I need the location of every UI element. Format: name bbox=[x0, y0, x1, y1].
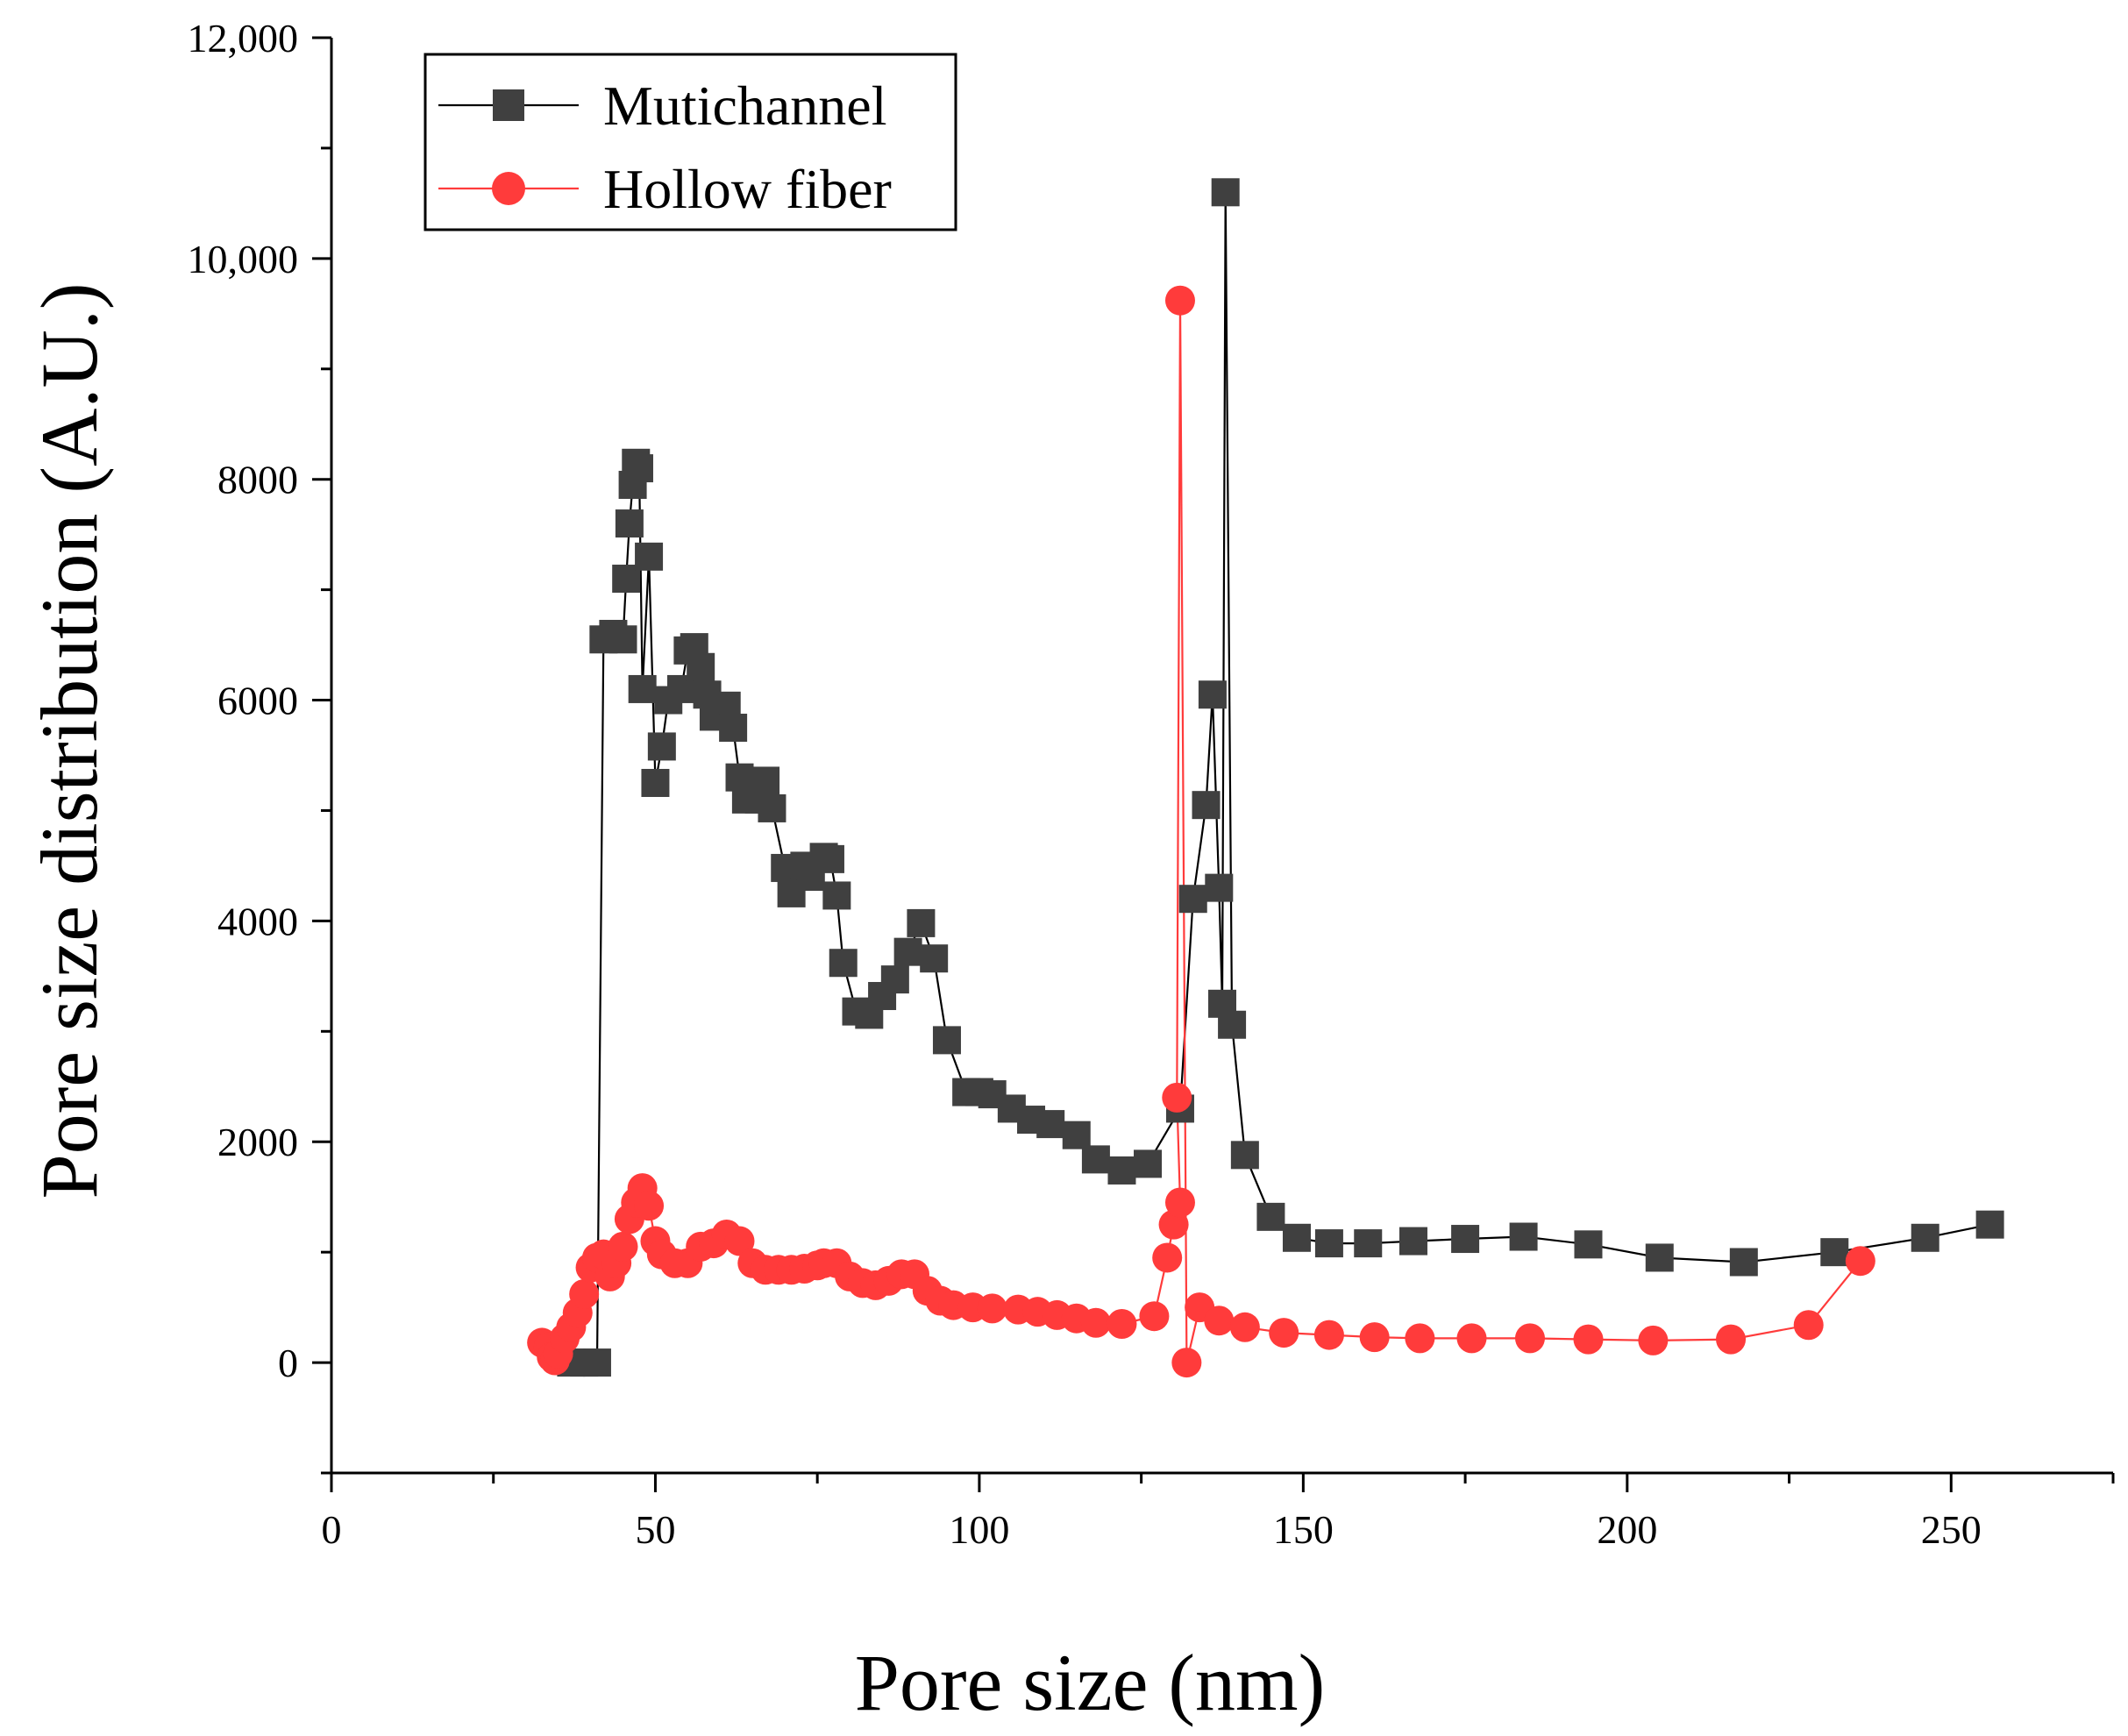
data-point-mutichannel bbox=[1509, 1222, 1538, 1251]
series-markers bbox=[527, 178, 2004, 1378]
data-point-mutichannel bbox=[1399, 1227, 1427, 1256]
legend: Mutichannel Hollow fiber bbox=[423, 53, 957, 231]
data-point-hollow-fiber bbox=[1359, 1322, 1390, 1353]
data-point-mutichannel bbox=[1354, 1229, 1383, 1258]
data-point-mutichannel bbox=[758, 793, 786, 822]
data-point-mutichannel bbox=[1218, 1010, 1247, 1039]
data-point-hollow-fiber bbox=[977, 1293, 1007, 1324]
data-point-mutichannel bbox=[1211, 178, 1240, 207]
x-tick-label: 250 bbox=[1921, 1507, 1982, 1552]
y-axis-title: Pore size distribution (A.U.) bbox=[25, 282, 114, 1199]
data-point-mutichannel bbox=[1230, 1141, 1259, 1170]
data-point-mutichannel bbox=[907, 908, 936, 937]
data-point-mutichannel bbox=[1314, 1229, 1343, 1258]
data-point-mutichannel bbox=[1645, 1243, 1674, 1272]
data-point-mutichannel bbox=[1198, 680, 1227, 709]
y-tick-label: 2000 bbox=[217, 1120, 298, 1164]
data-point-hollow-fiber bbox=[569, 1279, 600, 1310]
data-point-mutichannel bbox=[1574, 1230, 1603, 1259]
data-point-mutichannel bbox=[1178, 885, 1207, 914]
data-point-hollow-fiber bbox=[1080, 1307, 1111, 1338]
data-point-mutichannel bbox=[719, 714, 748, 743]
data-point-hollow-fiber bbox=[1162, 1082, 1192, 1113]
data-point-mutichannel bbox=[615, 509, 644, 538]
legend-marker-square bbox=[493, 89, 524, 121]
data-point-hollow-fiber bbox=[1638, 1325, 1669, 1355]
data-point-hollow-fiber bbox=[1716, 1324, 1747, 1355]
data-point-hollow-fiber bbox=[1229, 1312, 1260, 1342]
data-point-mutichannel bbox=[628, 674, 657, 703]
data-point-mutichannel bbox=[1134, 1149, 1163, 1178]
legend-label-1: Hollow fiber bbox=[603, 158, 892, 220]
data-point-mutichannel bbox=[1062, 1121, 1091, 1149]
data-point-mutichannel bbox=[1820, 1238, 1849, 1267]
data-point-mutichannel bbox=[624, 454, 653, 483]
data-point-mutichannel bbox=[822, 881, 851, 910]
data-point-mutichannel bbox=[1205, 873, 1234, 902]
data-point-hollow-fiber bbox=[1171, 1348, 1202, 1378]
data-point-mutichannel bbox=[920, 944, 949, 973]
data-point-hollow-fiber bbox=[724, 1226, 755, 1256]
legend-label-0: Mutichannel bbox=[603, 75, 886, 137]
x-tick-label: 50 bbox=[635, 1507, 675, 1552]
series-line-0 bbox=[571, 192, 1990, 1364]
legend-marker-circle bbox=[492, 172, 525, 205]
data-point-hollow-fiber bbox=[634, 1191, 665, 1221]
data-point-mutichannel bbox=[893, 937, 922, 966]
data-point-hollow-fiber bbox=[1793, 1310, 1824, 1341]
data-point-hollow-fiber bbox=[1514, 1323, 1545, 1354]
data-point-mutichannel bbox=[1081, 1145, 1110, 1174]
data-point-mutichannel bbox=[609, 625, 637, 654]
y-tick-label: 4000 bbox=[217, 899, 298, 943]
data-point-mutichannel bbox=[1036, 1110, 1065, 1139]
data-point-mutichannel bbox=[1451, 1225, 1480, 1254]
data-point-mutichannel bbox=[1911, 1223, 1939, 1252]
x-tick-label: 150 bbox=[1273, 1507, 1334, 1552]
data-point-mutichannel bbox=[829, 949, 858, 978]
data-point-mutichannel bbox=[641, 768, 670, 797]
data-point-mutichannel bbox=[751, 766, 780, 795]
y-tick-label: 12,000 bbox=[188, 16, 299, 60]
tick-labels: 0 50 100 150 200 250 0 2000 4000 6000 8000 10,000 12… bbox=[188, 16, 1982, 1552]
data-point-mutichannel bbox=[1729, 1248, 1758, 1277]
data-point-mutichannel bbox=[1282, 1223, 1311, 1252]
data-point-mutichannel bbox=[1107, 1156, 1136, 1185]
y-tick-label: 6000 bbox=[217, 679, 298, 723]
data-point-mutichannel bbox=[880, 965, 909, 994]
data-point-hollow-fiber bbox=[1152, 1242, 1183, 1273]
data-point-mutichannel bbox=[582, 1348, 611, 1377]
y-tick-label: 8000 bbox=[217, 458, 298, 502]
x-axis-title: Pore size (nm) bbox=[855, 1638, 1326, 1727]
data-point-hollow-fiber bbox=[608, 1231, 638, 1262]
data-point-hollow-fiber bbox=[1164, 1187, 1195, 1218]
data-point-hollow-fiber bbox=[1107, 1309, 1137, 1340]
legend-items: Mutichannel Hollow fiber bbox=[438, 75, 892, 220]
axes bbox=[312, 36, 2115, 1492]
x-tick-label: 100 bbox=[949, 1507, 1009, 1552]
x-tick-label: 200 bbox=[1597, 1507, 1657, 1552]
data-point-hollow-fiber bbox=[1269, 1318, 1299, 1348]
data-point-hollow-fiber bbox=[1313, 1320, 1344, 1350]
data-point-hollow-fiber bbox=[1456, 1323, 1487, 1354]
x-tick-label: 0 bbox=[322, 1507, 342, 1552]
data-point-hollow-fiber bbox=[1845, 1246, 1875, 1277]
y-tick-label: 0 bbox=[278, 1341, 298, 1385]
series-line-1 bbox=[541, 300, 1861, 1363]
data-point-hollow-fiber bbox=[1204, 1306, 1235, 1336]
data-point-hollow-fiber bbox=[1164, 285, 1195, 316]
data-point-hollow-fiber bbox=[1573, 1324, 1604, 1355]
data-point-mutichannel bbox=[1256, 1202, 1285, 1231]
data-point-mutichannel bbox=[635, 542, 664, 571]
data-point-mutichannel bbox=[1975, 1210, 2004, 1239]
data-point-mutichannel bbox=[687, 652, 715, 681]
data-point-hollow-fiber bbox=[1405, 1323, 1435, 1354]
data-point-mutichannel bbox=[1192, 791, 1221, 820]
data-point-mutichannel bbox=[932, 1026, 961, 1055]
y-tick-label: 10,000 bbox=[188, 237, 299, 281]
data-point-mutichannel bbox=[647, 732, 676, 761]
data-point-hollow-fiber bbox=[1139, 1301, 1170, 1332]
data-point-mutichannel bbox=[815, 844, 844, 873]
